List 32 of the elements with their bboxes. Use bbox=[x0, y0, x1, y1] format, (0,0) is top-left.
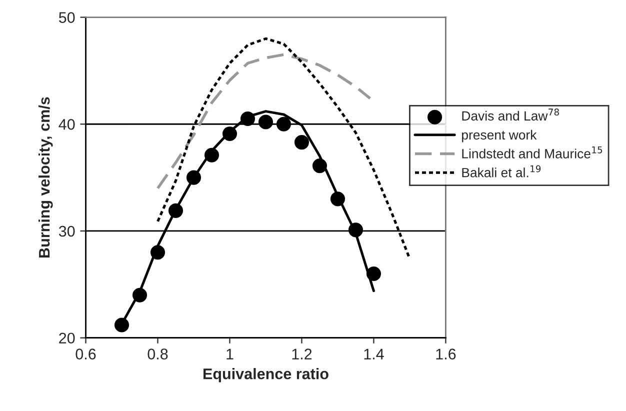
legend-label: Davis and Law$^{78}$ bbox=[462, 108, 559, 121]
point bbox=[132, 288, 148, 302]
point bbox=[150, 245, 166, 260]
point bbox=[294, 135, 310, 150]
point bbox=[114, 318, 130, 332]
point bbox=[222, 126, 238, 142]
point bbox=[186, 170, 202, 185]
point bbox=[258, 114, 274, 130]
point bbox=[330, 192, 346, 206]
point bbox=[348, 222, 364, 238]
x-tick-label: 0.6 bbox=[76, 348, 96, 360]
x-tick-label: 1.4 bbox=[364, 348, 384, 360]
point bbox=[204, 148, 220, 162]
point bbox=[312, 158, 328, 174]
y-axis-title: Burning velocity, cm/s bbox=[38, 97, 53, 258]
point bbox=[276, 116, 292, 132]
y-tick-label: 40 bbox=[58, 118, 75, 130]
point bbox=[168, 203, 184, 218]
x-tick-label: 0.8 bbox=[148, 348, 168, 360]
y-tick-label: 50 bbox=[58, 12, 75, 23]
y-tick-label: 30 bbox=[58, 226, 75, 237]
point bbox=[366, 266, 382, 282]
point bbox=[240, 111, 256, 126]
legend-label: Bakali et al.$^{19}$ bbox=[462, 165, 541, 178]
legend-label: Lindstedt and Maurice$^{15}$ bbox=[462, 146, 602, 158]
y-tick-label: 20 bbox=[59, 332, 75, 344]
x-axis-title: Equivalence ratio bbox=[204, 368, 328, 382]
x-tick-label: 1.6 bbox=[436, 348, 456, 360]
legend-label: present work bbox=[462, 130, 537, 142]
line-series bbox=[156, 53, 372, 190]
x-tick-label: 1 bbox=[226, 348, 234, 360]
x-tick-label: 1.2 bbox=[292, 348, 312, 360]
